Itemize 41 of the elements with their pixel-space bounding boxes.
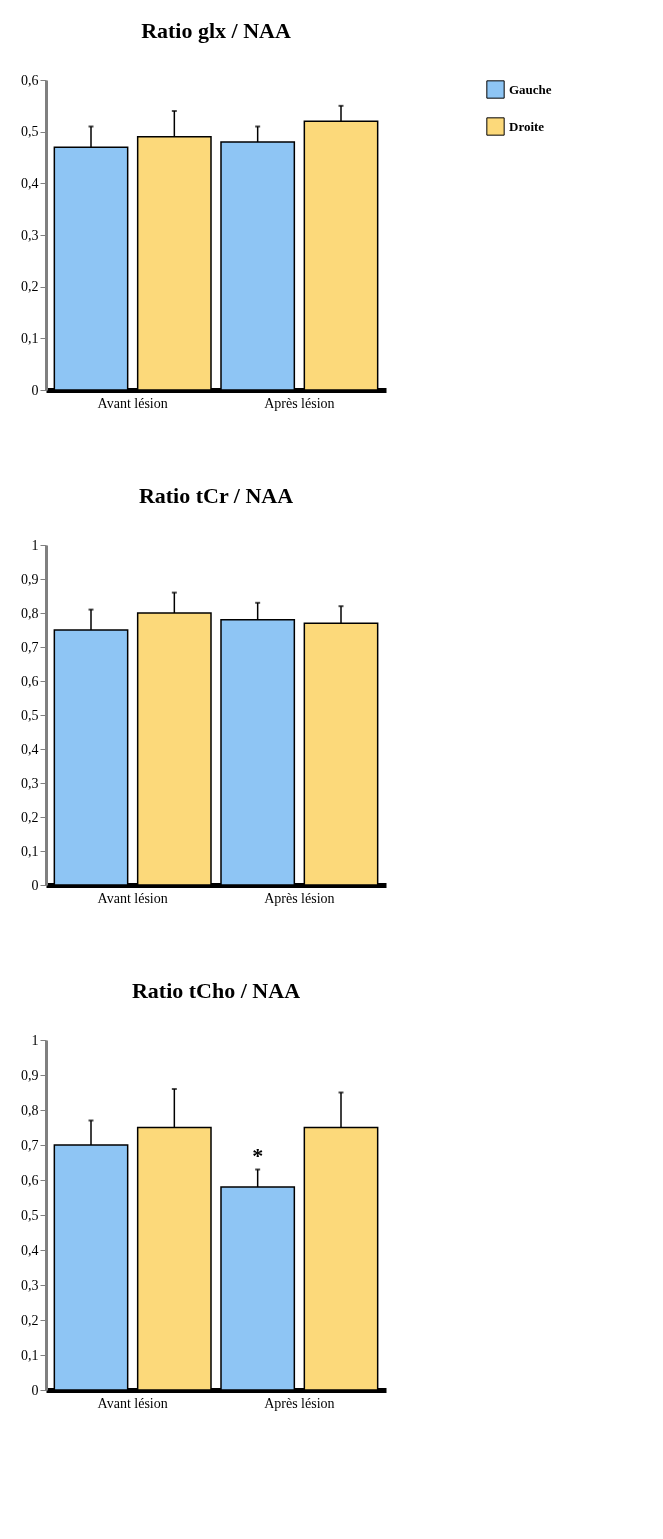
y-tick-label: 0,2: [21, 279, 39, 295]
y-tick-label: 0,8: [21, 1102, 39, 1118]
x-tick-label: Après lésion: [264, 890, 335, 906]
y-tick-label: 0,2: [21, 809, 39, 825]
y-tick-label: 0: [31, 382, 39, 398]
annotation: *: [252, 1142, 264, 1168]
y-tick-label: 0,4: [21, 175, 39, 191]
chart-title: Ratio tCho / NAA: [131, 978, 301, 1003]
y-tick-label: 0,7: [21, 639, 39, 655]
y-tick-label: 0,4: [21, 741, 39, 757]
y-tick-label: 0,5: [21, 707, 39, 723]
y-tick-label: 0: [31, 1382, 39, 1398]
y-tick-label: 0,1: [21, 330, 39, 346]
y-tick-label: 0,6: [21, 72, 39, 88]
chart-title: Ratio tCr / NAA: [138, 483, 294, 508]
y-tick-label: 0,4: [21, 1242, 39, 1258]
y-tick-label: 0,7: [21, 1137, 39, 1153]
y-tick-label: 0,6: [21, 1172, 39, 1188]
x-tick-label: Après lésion: [264, 1395, 335, 1411]
x-tick-label: Avant lésion: [97, 395, 168, 411]
x-tick-label: Avant lésion: [97, 890, 168, 906]
y-tick-label: 0,1: [21, 1347, 39, 1363]
x-tick-label: Avant lésion: [97, 1395, 168, 1411]
legend-label: Droite: [509, 118, 545, 134]
y-tick-label: 0,9: [21, 571, 39, 587]
chart-title: Ratio glx / NAA: [141, 18, 291, 43]
y-tick-label: 0,1: [21, 843, 39, 859]
y-tick-label: 0,3: [21, 1277, 39, 1293]
y-tick-label: 0,5: [21, 1207, 39, 1223]
legend-label: Gauche: [509, 81, 552, 97]
y-tick-label: 1: [31, 537, 39, 553]
y-tick-label: 0,3: [21, 775, 39, 791]
y-tick-label: 0,5: [21, 124, 39, 140]
y-tick-label: 0,9: [21, 1067, 39, 1083]
y-tick-label: 0,2: [21, 1312, 39, 1328]
y-tick-label: 0,3: [21, 227, 39, 243]
y-tick-label: 0,8: [21, 605, 39, 621]
x-tick-label: Après lésion: [264, 395, 335, 411]
y-tick-label: 1: [31, 1032, 39, 1048]
y-tick-label: 0: [31, 877, 39, 893]
y-tick-label: 0,6: [21, 673, 39, 689]
